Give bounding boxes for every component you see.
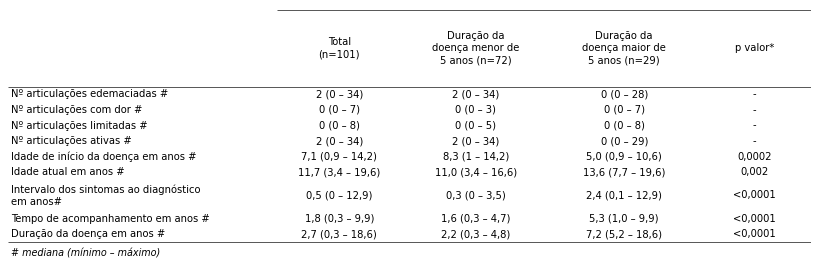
Text: 5,3 (1,0 – 9,9): 5,3 (1,0 – 9,9) — [590, 214, 659, 224]
Text: 0,002: 0,002 — [740, 167, 769, 177]
Text: -: - — [753, 136, 757, 146]
Text: # mediana (mínimo – máximo): # mediana (mínimo – máximo) — [11, 249, 161, 259]
Text: Duração da
doença maior de
5 anos (n=29): Duração da doença maior de 5 anos (n=29) — [582, 31, 666, 66]
Text: -: - — [753, 121, 757, 131]
Text: 2 (0 – 34): 2 (0 – 34) — [452, 136, 500, 146]
Text: Tempo de acompanhamento em anos #: Tempo de acompanhamento em anos # — [11, 214, 210, 224]
Text: Nº articulações com dor #: Nº articulações com dor # — [11, 105, 143, 115]
Text: 8,3 (1 – 14,2): 8,3 (1 – 14,2) — [442, 152, 509, 162]
Text: 0 (0 – 7): 0 (0 – 7) — [604, 105, 645, 115]
Text: 13,6 (7,7 – 19,6): 13,6 (7,7 – 19,6) — [583, 167, 665, 177]
Text: Idade atual em anos #: Idade atual em anos # — [11, 167, 125, 177]
Text: 7,1 (0,9 – 14,2): 7,1 (0,9 – 14,2) — [301, 152, 378, 162]
Text: 0,3 (0 – 3,5): 0,3 (0 – 3,5) — [446, 191, 505, 200]
Text: -: - — [753, 89, 757, 100]
Text: Duração da
doença menor de
5 anos (n=72): Duração da doença menor de 5 anos (n=72) — [432, 31, 519, 66]
Text: 0,5 (0 – 12,9): 0,5 (0 – 12,9) — [306, 191, 373, 200]
Text: 0 (0 – 8): 0 (0 – 8) — [319, 121, 360, 131]
Text: -: - — [753, 105, 757, 115]
Text: <0,0001: <0,0001 — [733, 191, 776, 200]
Text: 2 (0 – 34): 2 (0 – 34) — [315, 89, 363, 100]
Text: 0 (0 – 3): 0 (0 – 3) — [455, 105, 496, 115]
Text: Intervalo dos sintomas ao diagnóstico
em anos#: Intervalo dos sintomas ao diagnóstico em… — [11, 184, 201, 206]
Text: 0,0002: 0,0002 — [737, 152, 771, 162]
Text: 0 (0 – 7): 0 (0 – 7) — [319, 105, 360, 115]
Text: Total
(n=101): Total (n=101) — [319, 37, 360, 60]
Text: 0 (0 – 29): 0 (0 – 29) — [600, 136, 648, 146]
Text: Nº articulações limitadas #: Nº articulações limitadas # — [11, 121, 148, 131]
Text: Idade de início da doença em anos #: Idade de início da doença em anos # — [11, 151, 197, 162]
Text: 0 (0 – 5): 0 (0 – 5) — [455, 121, 496, 131]
Text: 2 (0 – 34): 2 (0 – 34) — [452, 89, 500, 100]
Text: Duração da doença em anos #: Duração da doença em anos # — [11, 229, 165, 239]
Text: Nº articulações ativas #: Nº articulações ativas # — [11, 136, 132, 146]
Text: 1,8 (0,3 – 9,9): 1,8 (0,3 – 9,9) — [305, 214, 374, 224]
Text: 0 (0 – 28): 0 (0 – 28) — [600, 89, 648, 100]
Text: 2,7 (0,3 – 18,6): 2,7 (0,3 – 18,6) — [301, 229, 377, 239]
Text: 2 (0 – 34): 2 (0 – 34) — [315, 136, 363, 146]
Text: 0 (0 – 8): 0 (0 – 8) — [604, 121, 645, 131]
Text: 2,4 (0,1 – 12,9): 2,4 (0,1 – 12,9) — [586, 191, 662, 200]
Text: <0,0001: <0,0001 — [733, 229, 776, 239]
Text: Nº articulações edemaciadas #: Nº articulações edemaciadas # — [11, 89, 169, 100]
Text: 2,2 (0,3 – 4,8): 2,2 (0,3 – 4,8) — [441, 229, 510, 239]
Text: 5,0 (0,9 – 10,6): 5,0 (0,9 – 10,6) — [586, 152, 662, 162]
Text: 1,6 (0,3 – 4,7): 1,6 (0,3 – 4,7) — [441, 214, 510, 224]
Text: 11,7 (3,4 – 19,6): 11,7 (3,4 – 19,6) — [298, 167, 380, 177]
Text: p valor*: p valor* — [735, 43, 774, 54]
Text: 7,2 (5,2 – 18,6): 7,2 (5,2 – 18,6) — [586, 229, 663, 239]
Text: <0,0001: <0,0001 — [733, 214, 776, 224]
Text: 11,0 (3,4 – 16,6): 11,0 (3,4 – 16,6) — [435, 167, 517, 177]
